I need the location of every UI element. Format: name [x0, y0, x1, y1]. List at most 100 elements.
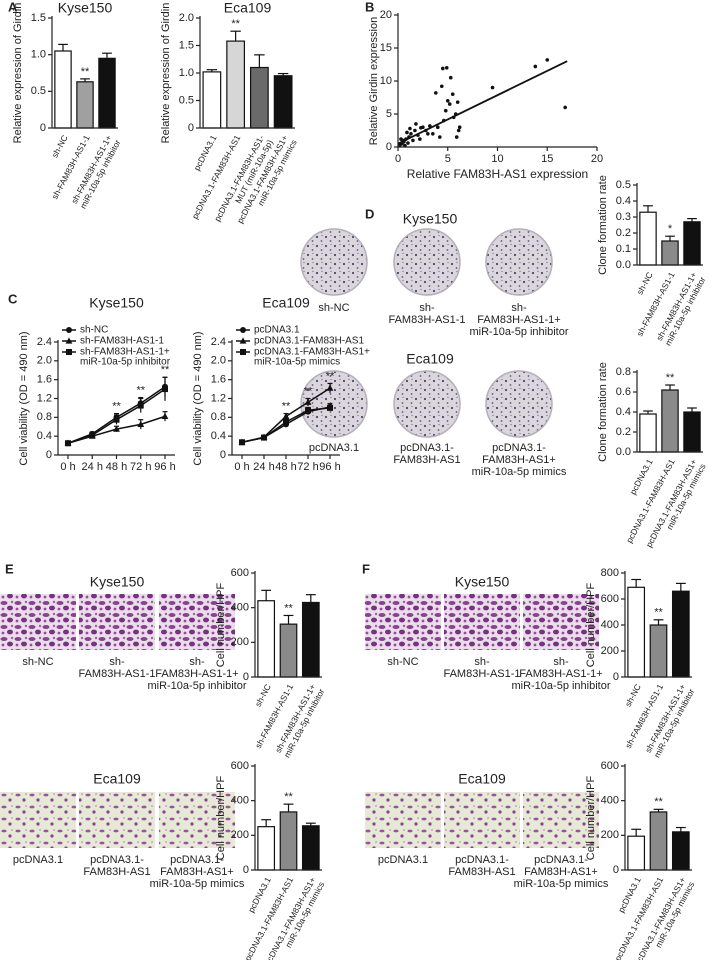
point	[444, 66, 449, 70]
y-tick-label: 1.5	[31, 12, 46, 24]
bar	[683, 221, 701, 266]
y-axis-label: Cell number/HPF	[215, 583, 227, 668]
y-tick-label: 0	[220, 449, 226, 461]
error-bar	[283, 614, 294, 625]
point	[424, 128, 428, 133]
transwell-image	[523, 594, 599, 650]
chart-title: Kyse150	[58, 0, 113, 16]
image-caption: FAM83H-AS1	[83, 866, 150, 878]
x-tick-label: sh-NC	[635, 270, 655, 296]
y-axis-label: Relative expression of Girdin	[160, 3, 172, 144]
error-bar	[665, 384, 675, 390]
error-bar	[261, 819, 272, 827]
significance-label: **	[136, 384, 145, 396]
y-tick-label: 1.0	[31, 49, 46, 61]
image-caption: FAM83H-AS1-1+	[477, 314, 560, 326]
image-caption: FAM83H-AS1	[393, 454, 460, 466]
error-bar	[254, 54, 265, 68]
y-tick-label: 1.2	[211, 392, 226, 404]
point	[419, 126, 423, 130]
point	[445, 99, 450, 103]
error-bar	[631, 828, 642, 837]
significance-label: **	[326, 370, 335, 382]
y-tick-label: 1.5	[179, 39, 194, 51]
y-tick-label: 200	[601, 645, 619, 657]
point	[436, 125, 440, 129]
image-caption: pcDNA3.1-	[170, 854, 224, 866]
error-bar	[643, 205, 653, 213]
error-bar	[283, 803, 294, 812]
point	[434, 91, 438, 95]
y-tick-label: 2.4	[37, 336, 52, 348]
y-axis-label: Cell viability (OD = 490 nm)	[18, 331, 30, 465]
x-tick-label: 48 h	[275, 461, 296, 473]
error-bar	[631, 578, 642, 588]
point	[409, 132, 413, 136]
x-tick-label: sh-NC	[50, 133, 70, 159]
y-tick-label: 0.4	[37, 430, 52, 442]
image-caption: miR-10a-5p mimics	[472, 466, 567, 478]
transwell-image	[523, 792, 599, 848]
chart-title: Kyse150	[89, 295, 144, 311]
bar	[279, 811, 298, 871]
chart-title: Eca109	[224, 0, 272, 16]
y-tick-label: 0	[40, 122, 46, 134]
significance-label: **	[112, 400, 121, 412]
bar	[661, 389, 679, 453]
marker	[89, 432, 96, 439]
marker	[65, 440, 71, 447]
image-caption: miR-10a-5p mimics	[514, 878, 609, 890]
bar	[661, 240, 679, 266]
image-caption: pcDNA3.1	[309, 442, 359, 454]
image-caption: pcDNA3.1-	[455, 854, 509, 866]
panel-label: D	[365, 206, 374, 221]
y-tick-label: 0.4	[616, 195, 631, 207]
y-tick-label: 0.1	[616, 243, 631, 255]
y-tick-label: 600	[231, 567, 249, 579]
marker	[137, 420, 145, 427]
bar	[257, 826, 276, 871]
bar	[301, 601, 320, 678]
legend-item: sh-FAM83H-AS1-1+miR-10a-5p inhibitor	[62, 347, 171, 368]
image-group-title: Eca109	[93, 771, 141, 787]
x-tick-label: 24 h	[253, 461, 274, 473]
y-tick-label: 400	[231, 602, 249, 614]
point	[456, 128, 461, 133]
point	[533, 64, 538, 69]
image-group-title: Kyse150	[90, 574, 145, 590]
point	[563, 105, 567, 110]
marker	[283, 419, 289, 426]
y-tick-label: 2.0	[37, 355, 52, 367]
y-tick-label: 0.8	[37, 411, 52, 423]
y-tick-label: 0.0	[616, 446, 631, 458]
marker	[240, 349, 246, 355]
error-bar	[687, 407, 697, 412]
image-caption: pcDNA3.1-	[492, 442, 546, 454]
marker	[326, 384, 334, 391]
legend-item: sh-FAM83H-AS1-1	[62, 336, 164, 347]
bar	[249, 66, 269, 129]
point	[406, 141, 410, 145]
category-label-group: pcDNA3.1	[192, 133, 219, 172]
image-caption: sh-	[189, 656, 205, 668]
point	[440, 66, 445, 71]
bar	[54, 50, 72, 129]
y-tick-label: 200	[601, 829, 619, 841]
error-bar	[230, 30, 241, 42]
y-tick-label: 0.5	[179, 94, 194, 106]
transwell-image	[0, 792, 76, 848]
y-axis-label: Relative Girdin expression	[368, 17, 380, 145]
y-tick-label: 1.0	[179, 67, 194, 79]
image-group-title: Eca109	[458, 771, 506, 787]
transwell-image	[444, 792, 520, 848]
bar	[649, 811, 668, 871]
image-caption: pcDNA3.1-	[534, 854, 588, 866]
category-label-group: sh-NC	[253, 682, 273, 708]
colony-plate	[393, 228, 461, 296]
point	[450, 92, 455, 96]
point	[431, 132, 435, 136]
colony-plate	[300, 228, 368, 296]
point	[441, 118, 446, 123]
point	[426, 132, 430, 136]
point	[403, 143, 407, 148]
